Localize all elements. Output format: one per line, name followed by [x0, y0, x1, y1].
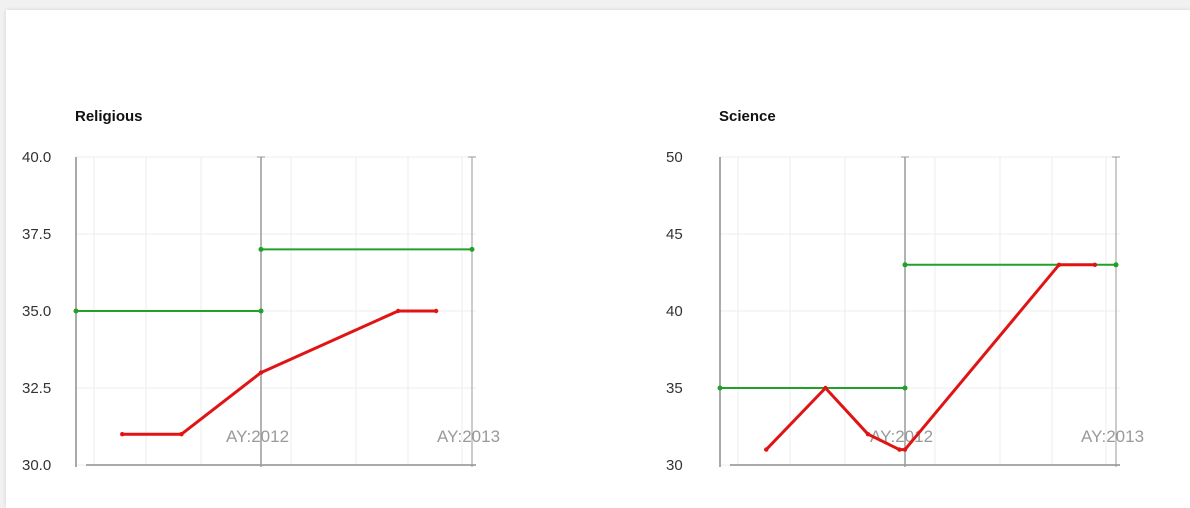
score-point: [395, 308, 401, 314]
y-tick-label: 40: [666, 303, 683, 320]
target-point: [258, 308, 264, 314]
target-point: [258, 246, 264, 252]
target-point: [902, 262, 908, 268]
target-point: [73, 308, 79, 314]
score-point: [1056, 262, 1062, 267]
y-tick-label: 37.5: [22, 226, 51, 243]
score-point: [258, 370, 264, 375]
y-tick-label: 35: [666, 380, 683, 397]
score-point: [1092, 262, 1098, 267]
score-point: [433, 308, 439, 314]
religious-plot: 30.0 32.5 35.0 37.5 40.0 AY:2012 AY:2013: [22, 149, 500, 474]
science-plot: 30 35 40 45 50 AY:2012 AY:2013: [666, 149, 1144, 474]
chart-title: Religious: [75, 108, 143, 125]
target-point: [1113, 262, 1119, 268]
y-tick-label: 50: [666, 149, 683, 166]
y-tick-label: 32.5: [22, 380, 51, 397]
x-category-label: AY:2013: [1081, 427, 1144, 446]
religious-chart: Religious 30.0 32.5 35.0 37.5 40.0 AY:2012 AY:…: [6, 10, 566, 508]
score-point: [179, 432, 184, 437]
score-point: [865, 432, 871, 437]
score-line: [765, 263, 1095, 452]
science-chart: Science 30 35 40 45 50 AY:2012 AY:2013: [650, 10, 1190, 508]
y-tick-label: 35.0: [22, 303, 51, 320]
y-tick-label: 30: [666, 457, 683, 474]
target-point: [469, 246, 475, 252]
target-point: [717, 385, 723, 391]
y-tick-label: 45: [666, 226, 683, 243]
score-point: [764, 447, 769, 452]
score-point: [902, 447, 908, 452]
target-point: [902, 385, 908, 391]
y-tick-label: 40.0: [22, 149, 51, 166]
score-line: [122, 309, 437, 436]
score-point: [823, 385, 828, 391]
score-point: [120, 432, 125, 437]
x-category-label: AY:2012: [870, 427, 933, 446]
score-point: [897, 447, 902, 452]
x-category-label: AY:2013: [437, 427, 500, 446]
chart-title: Science: [719, 108, 776, 125]
x-category-label: AY:2012: [226, 427, 289, 446]
y-tick-label: 30.0: [22, 457, 51, 474]
charts-card: Religious 30.0 32.5 35.0 37.5 40.0 AY:2012 AY:…: [6, 10, 1190, 508]
